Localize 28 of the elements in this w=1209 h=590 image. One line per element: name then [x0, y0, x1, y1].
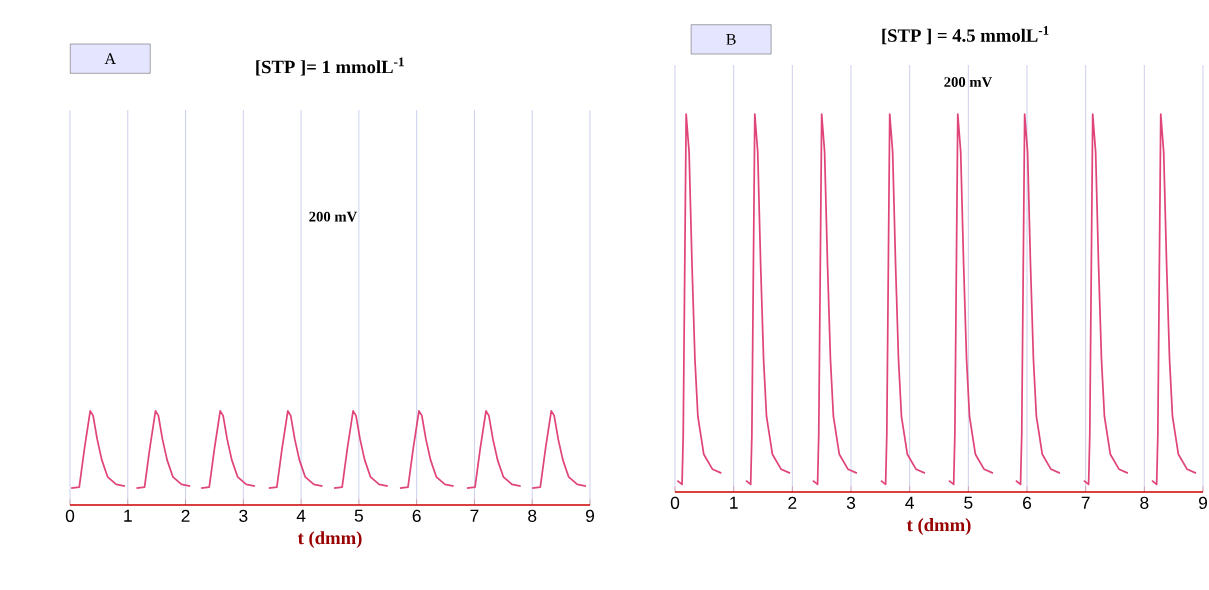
x-tick-label: 0 [65, 509, 75, 522]
x-tick-label: 5 [964, 496, 973, 509]
x-tick-label: 2 [181, 509, 190, 522]
x-tick-label: 1 [124, 509, 132, 522]
x-tick-label: 7 [1081, 496, 1090, 509]
x-tick-label: 2 [788, 496, 797, 509]
x-tick-label: 8 [1140, 496, 1149, 509]
x-tick-label: 5 [354, 509, 363, 522]
x-tick-label: 7 [470, 509, 479, 522]
chart-title: [STP ]= 1 mmolL$^{-1}$ [256, 57, 404, 76]
chart-title: [STP ] = 4.5 mmolL$^{-1}$ [882, 26, 1049, 45]
x-axis-title: t (dmm) [297, 531, 362, 549]
x-tick-label: 6 [412, 509, 421, 522]
text: 200 mV [309, 211, 358, 222]
text: B [726, 34, 736, 45]
x-tick-label: 9 [585, 509, 594, 522]
text: A [104, 53, 116, 64]
x-tick-label: 4 [905, 496, 914, 509]
x-tick-label: 9 [1198, 496, 1207, 509]
x-tick-label: 0 [670, 496, 680, 509]
x-tick-label: 8 [528, 509, 537, 522]
x-tick-label: 3 [846, 496, 856, 509]
text: 200 mV [944, 77, 993, 88]
x-axis-title: t (dmm) [906, 518, 971, 536]
x-tick-label: 6 [1023, 496, 1032, 509]
x-tick-label: 4 [296, 509, 306, 522]
x-tick-label: 1 [730, 496, 738, 509]
x-tick-label: 3 [239, 509, 248, 522]
